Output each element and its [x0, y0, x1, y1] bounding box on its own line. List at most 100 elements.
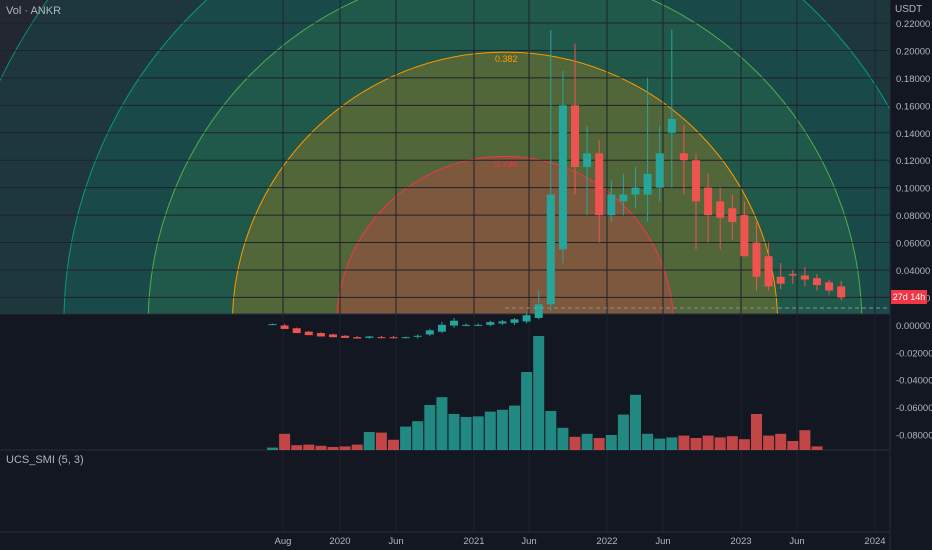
price-tick-label: -0.08000	[896, 431, 932, 442]
volume-bar	[545, 411, 557, 450]
volume-bar	[751, 414, 762, 450]
volume-bar	[533, 336, 545, 450]
candle-body	[425, 330, 434, 335]
candle-body	[837, 286, 846, 298]
volume-bar	[472, 416, 484, 450]
candle-body	[498, 321, 507, 324]
candle-body	[522, 315, 531, 322]
time-tick-label: 2022	[596, 536, 617, 547]
time-tick-label: 2023	[730, 536, 751, 547]
volume-bar	[521, 372, 533, 450]
volume-bar	[702, 435, 714, 450]
volume-bar	[351, 444, 363, 450]
candle-body	[813, 278, 821, 286]
volume-bar	[569, 436, 581, 450]
candle-body	[643, 173, 652, 195]
volume-bar	[593, 438, 605, 450]
price-axis[interactable]: 0.22000 0.20000 0.18000 0.16000 0.14000 0.120…	[896, 19, 932, 442]
currency-unit-label: USDT	[895, 4, 923, 15]
price-tick-label: 0.10000	[896, 184, 930, 195]
volume-bar	[339, 446, 351, 450]
volume-bar	[412, 421, 424, 450]
candle-body	[389, 337, 398, 339]
volume-bar	[630, 394, 641, 450]
candle-body	[728, 208, 737, 222]
candle-body	[800, 275, 809, 280]
price-tick-label: -0.02000	[896, 348, 932, 359]
volume-bar	[763, 435, 775, 450]
price-tick-label: 0.22000	[896, 19, 930, 30]
price-tick-label: 0.14000	[896, 129, 930, 140]
volume-bar	[678, 435, 690, 450]
price-tick-label: -0.06000	[896, 403, 932, 414]
candlesticks	[268, 29, 846, 339]
candle-body	[268, 324, 277, 326]
time-axis[interactable]: Aug 2020 Jun 2021 Jun 2022 Jun 2023 Jun 2024	[275, 536, 886, 547]
price-tick-label: 0.08000	[896, 211, 930, 222]
candle-body	[667, 119, 676, 133]
volume-bar	[642, 433, 654, 450]
price-tick-label: -0.04000	[896, 376, 932, 387]
fibonacci-arcs: 0.236 0.382	[0, 0, 890, 314]
candle-body	[401, 337, 410, 339]
candle-body	[716, 201, 725, 218]
candle-body	[510, 319, 519, 323]
candle-body	[704, 187, 713, 216]
time-tick-label: 2020	[329, 536, 350, 547]
volume-bar	[460, 417, 472, 450]
volume-bar	[617, 414, 629, 450]
candle-body	[558, 105, 567, 250]
price-tick-label: 0.20000	[896, 46, 930, 57]
volume-bar	[799, 430, 811, 450]
volume-bar	[424, 405, 436, 450]
volume-bar	[509, 405, 520, 450]
volume-bar	[291, 445, 303, 450]
volume-bar	[375, 432, 387, 450]
candle-body	[341, 335, 350, 338]
price-tick-label: 0.00000	[896, 321, 930, 332]
candle-body	[679, 153, 688, 161]
price-tick-label: 0.04000	[896, 266, 930, 277]
candle-body	[546, 194, 555, 305]
fib-arc-0.5	[147, 0, 863, 314]
volume-bar	[400, 426, 412, 450]
volume-bar	[690, 438, 702, 450]
candle-body	[825, 282, 834, 291]
price-tick-label: 0.06000	[896, 239, 930, 250]
time-tick-label: Jun	[388, 536, 403, 547]
last-price-tag: 27d 14h	[891, 290, 927, 304]
volume-bar	[388, 439, 399, 450]
time-tick-label: 2021	[463, 536, 484, 547]
volume-bar	[775, 433, 787, 450]
fib-arc-0.236	[336, 155, 674, 314]
candle-body	[304, 331, 313, 336]
volume-bar	[654, 438, 666, 450]
smi-indicator-label[interactable]: UCS_SMI (5, 3)	[6, 454, 84, 466]
volume-bar	[315, 445, 327, 450]
candle-body	[316, 333, 325, 337]
time-tick-label: Aug	[275, 536, 292, 547]
volume-indicator-label[interactable]: Vol · ANKR	[6, 5, 62, 17]
volume-bar	[666, 437, 678, 450]
candle-body	[377, 337, 386, 339]
volume-bar	[581, 433, 593, 450]
candle-body	[329, 334, 337, 338]
candle-body	[437, 324, 446, 332]
candle-body	[486, 322, 495, 325]
volume-bar	[279, 433, 291, 450]
time-tick-label: Jun	[521, 536, 536, 547]
candle-body	[655, 153, 664, 188]
candle-body	[280, 325, 289, 329]
fib-arc-label: 0.236	[495, 158, 518, 168]
candle-body	[692, 160, 700, 202]
candle-body	[607, 194, 616, 216]
time-tick-label: Jun	[655, 536, 670, 547]
volume-bar	[496, 409, 508, 450]
candle-body	[788, 274, 797, 276]
candle-body	[619, 194, 628, 202]
volume-bar	[714, 437, 726, 450]
price-tick-label: 0.16000	[896, 101, 930, 112]
volume-bar	[327, 447, 339, 450]
volume-bar	[738, 439, 750, 450]
